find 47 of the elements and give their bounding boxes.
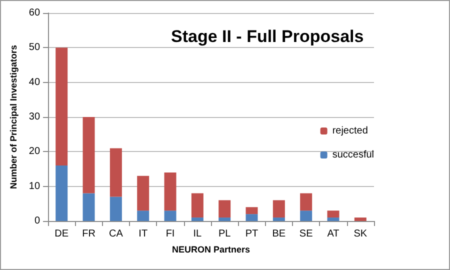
- y-tick-label: 20: [28, 146, 40, 158]
- x-tick-label: PT: [245, 228, 258, 240]
- bar: [272, 200, 285, 218]
- x-tick-label: SE: [299, 228, 314, 240]
- legend-label: succesful: [332, 150, 374, 160]
- bar: [246, 207, 258, 214]
- x-tick-label: AT: [327, 228, 340, 240]
- bar: [246, 214, 258, 221]
- x-tick-label: IT: [138, 228, 148, 240]
- x-tick-label: SK: [354, 228, 368, 240]
- y-tick-label: 10: [28, 180, 40, 192]
- bar: [300, 210, 312, 221]
- bar: [191, 218, 204, 221]
- bar: [137, 176, 150, 211]
- y-tick-label: 60: [28, 8, 40, 18]
- text: Stage II - Full Proposals: [171, 27, 364, 46]
- legend-label: rejected: [332, 126, 368, 136]
- x-tick-label: DE: [54, 228, 69, 240]
- bar: [137, 210, 150, 221]
- x-axis-title: NEURON Partners: [172, 244, 250, 254]
- bar: [164, 210, 176, 221]
- x-tick-label: FR: [82, 228, 96, 240]
- bar: [191, 193, 204, 218]
- bar: [82, 117, 95, 194]
- y-axis-title: Number of Principal Investigators: [8, 44, 18, 190]
- y-tick-label: 0: [34, 216, 40, 226]
- bar: [354, 218, 366, 221]
- bar: [218, 200, 231, 218]
- y-tick-label: 30: [28, 112, 40, 122]
- bar: [327, 210, 340, 218]
- bar: [56, 48, 68, 166]
- bar: [327, 218, 340, 221]
- x-tick-label: FI: [166, 228, 175, 240]
- bar: [110, 148, 122, 197]
- x-tick-label: CA: [108, 228, 124, 240]
- y-tick-label: 50: [28, 42, 40, 54]
- x-tick-label: IL: [193, 228, 202, 240]
- bar: [218, 218, 231, 221]
- bar: [56, 166, 68, 221]
- x-tick-label: PL: [218, 228, 232, 240]
- bar: [82, 193, 95, 221]
- bar: [110, 196, 122, 221]
- bar: [300, 193, 312, 211]
- y-tick-label: 40: [28, 76, 40, 88]
- bar: [272, 218, 285, 221]
- x-tick-label: BE: [272, 228, 286, 240]
- bar: [164, 172, 176, 211]
